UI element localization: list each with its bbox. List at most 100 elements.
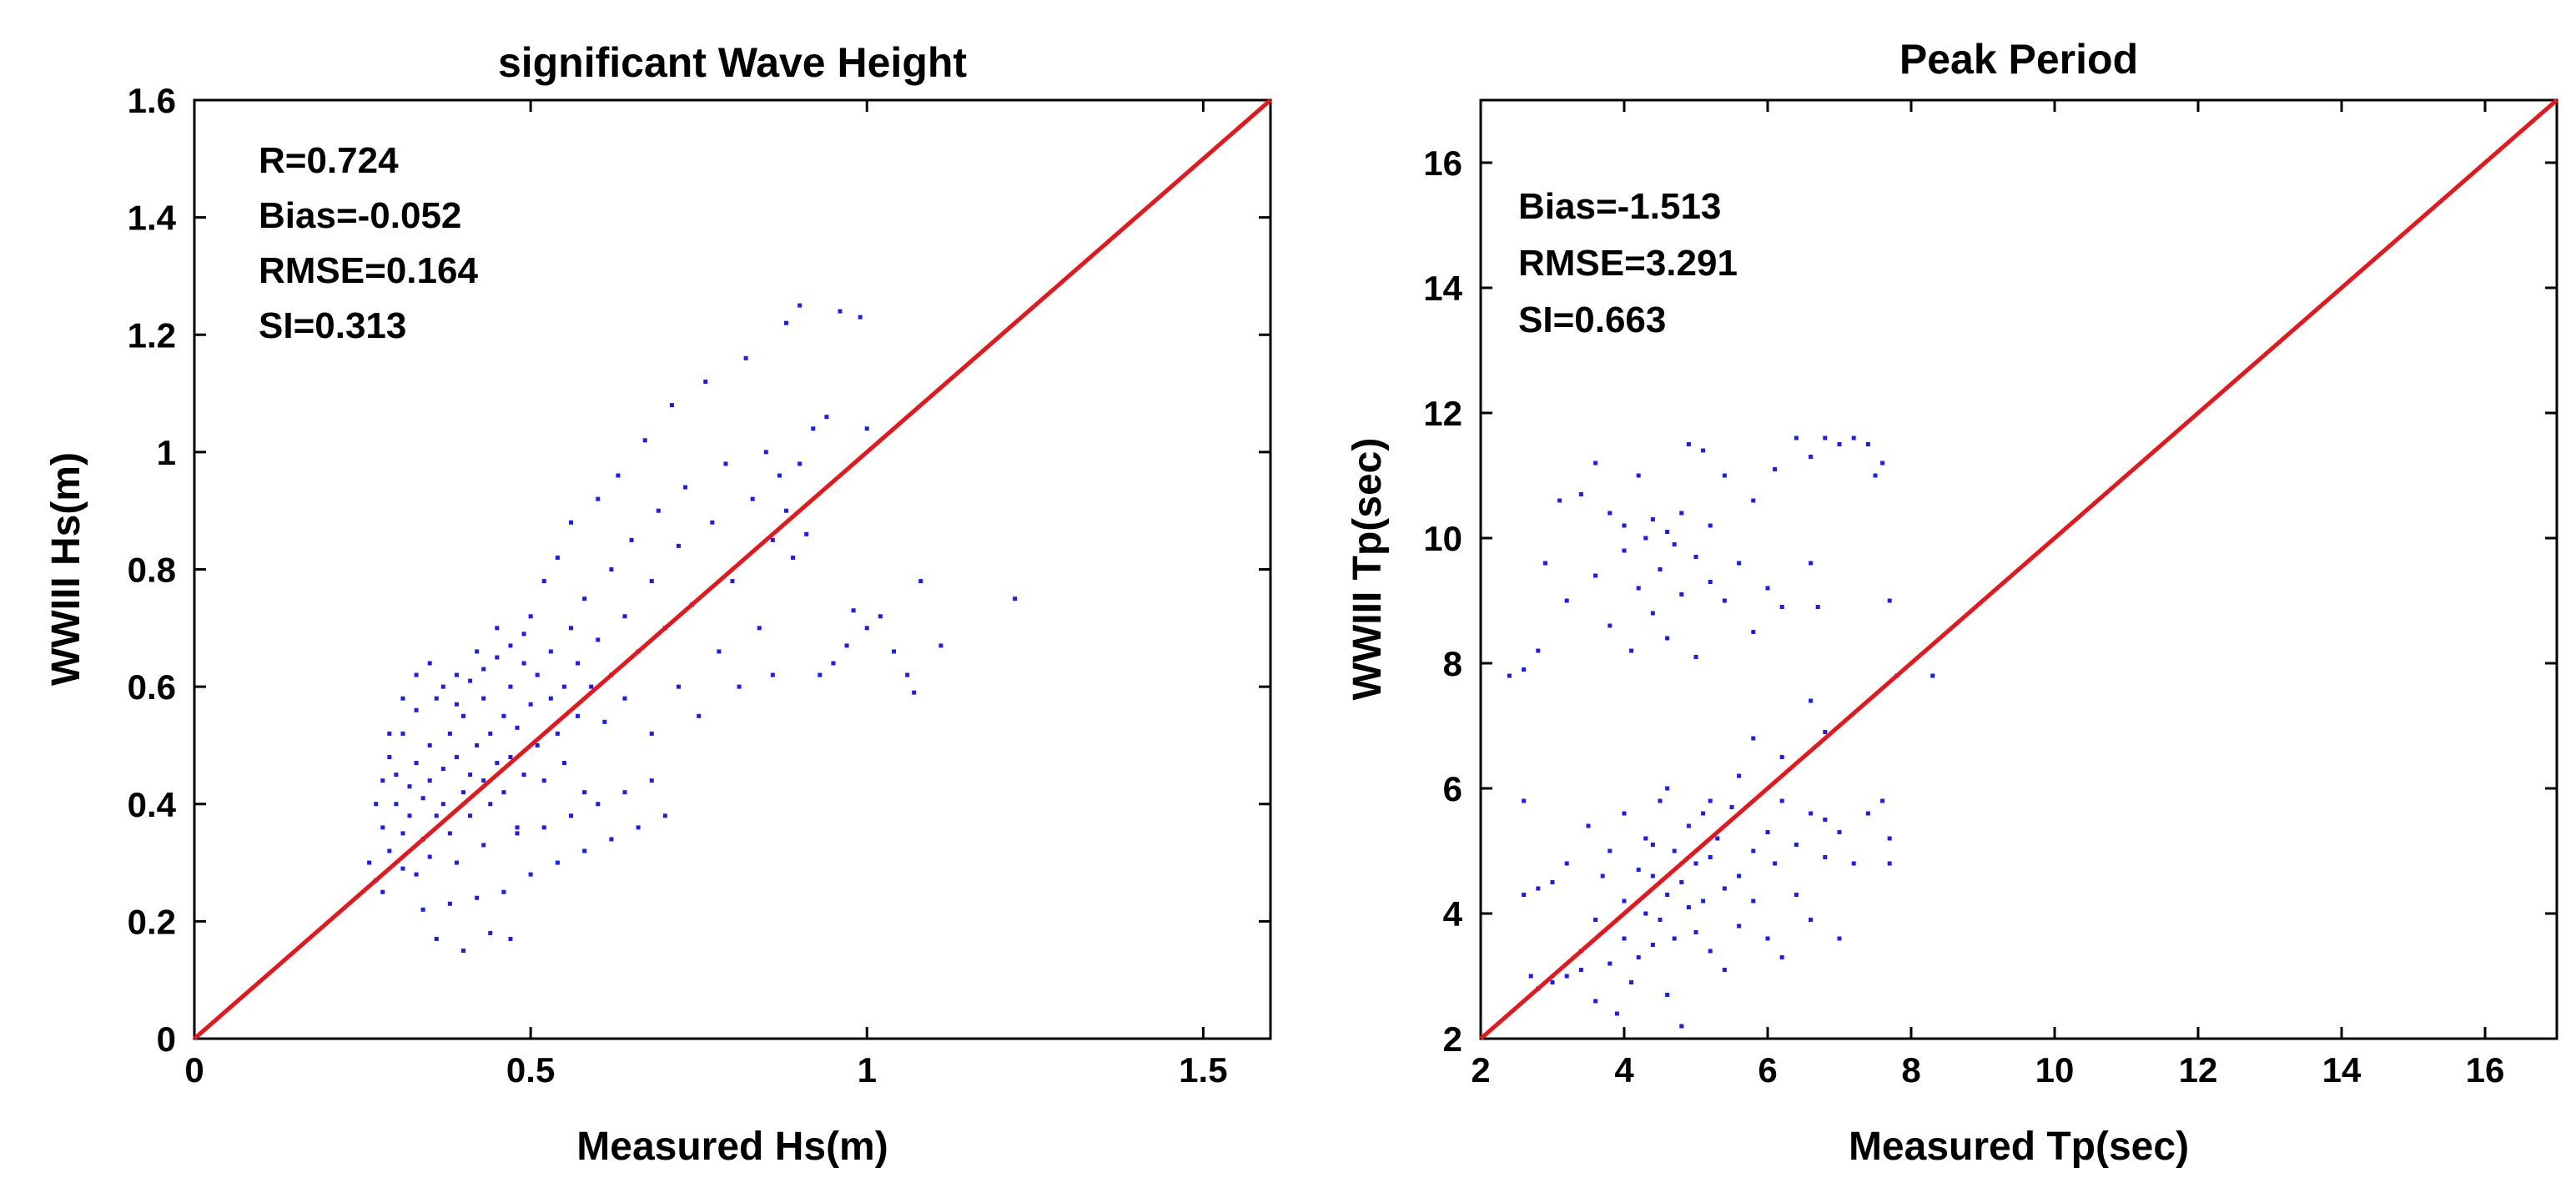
scatter-point [481, 696, 486, 701]
scatter-point [569, 626, 573, 631]
scatter-point [763, 450, 768, 455]
x-ticks: 0 0.5 1 1.5 [184, 100, 1228, 1090]
scatter-point [488, 802, 493, 807]
scatter-point [1629, 980, 1634, 984]
scatter-point [440, 767, 445, 772]
scatter-point [461, 790, 465, 795]
scatter-point [1809, 918, 1814, 922]
scatter-point [1751, 848, 1756, 853]
scatter-point [669, 403, 674, 408]
scatter-point [864, 426, 869, 431]
scatter-point [528, 614, 533, 619]
scatter-point [1722, 886, 1727, 891]
y-tick-label: 1.2 [128, 315, 176, 355]
scatter-point [454, 755, 459, 759]
scatter-point [400, 831, 405, 836]
y-tick-label: 1.4 [128, 199, 177, 238]
x-tick-label: 10 [2035, 1050, 2075, 1090]
scatter-point [1693, 555, 1698, 559]
scatter-point [1701, 899, 1706, 904]
scatter-point [475, 649, 480, 654]
scatter-point [649, 778, 654, 783]
scatter-point [723, 461, 728, 466]
scatter-point [791, 555, 796, 560]
scatter-point [1773, 861, 1778, 866]
y-tick-label: 8 [1443, 644, 1462, 683]
scatter-point [1779, 755, 1784, 759]
scatter-point [447, 731, 452, 736]
scatter-point [1686, 442, 1691, 446]
scatter-point [1880, 798, 1885, 803]
scatter-point [649, 731, 654, 736]
y-tick-label: 6 [1443, 769, 1462, 808]
scatter-point [555, 731, 560, 736]
scatter-point [501, 713, 506, 718]
scatter-point [804, 531, 809, 536]
scatter-point [548, 696, 553, 701]
scatter-point [468, 678, 473, 683]
scatter-point [1665, 893, 1670, 897]
scatter-point [1542, 561, 1547, 566]
y-ticks: 0 0.2 0.4 0.6 0.8 1 1.2 1.4 1.6 [128, 81, 1270, 1059]
x-ticks: 2 4 6 8 10 12 14 16 [1471, 100, 2504, 1090]
scatter-point [1550, 980, 1555, 984]
stat-si: SI=0.663 [1518, 300, 1666, 340]
scatter-point [1658, 918, 1663, 922]
scatter-point [461, 713, 465, 718]
scatter-point [851, 608, 856, 613]
scatter-point [1600, 873, 1605, 878]
chart-title: Peak Period [1899, 36, 2138, 83]
scatter-point [1650, 517, 1655, 521]
scatter-point [501, 790, 506, 795]
scatter-point [400, 866, 405, 871]
scatter-point [737, 684, 742, 689]
scatter-point [528, 872, 533, 877]
scatter-point [427, 742, 432, 748]
scatter-point [400, 731, 405, 736]
scatter-point [1837, 442, 1842, 446]
scatter-point [454, 860, 459, 865]
scatter-point [892, 649, 896, 654]
scatter-point [515, 831, 520, 836]
scatter-point [1622, 548, 1627, 553]
scatter-point [427, 661, 432, 666]
scatter-point [750, 496, 755, 501]
scatter-point [447, 831, 452, 836]
scatter-point [864, 626, 869, 631]
scatter-point [1887, 836, 1892, 841]
scatter-point [1701, 811, 1706, 816]
x-tick-label: 12 [2179, 1050, 2218, 1090]
panel-wave-height: significant Wave Height Measured Hs(m) W… [44, 39, 1272, 1169]
scatter-point [743, 355, 748, 360]
scatter-point [662, 813, 667, 818]
scatter-point [905, 672, 910, 677]
scatter-point [596, 802, 601, 807]
scatter-point [1773, 467, 1778, 471]
scatter-point [938, 643, 943, 648]
scatter-point [569, 813, 573, 818]
scatter-point [1528, 974, 1533, 979]
scatter-point [427, 778, 432, 783]
scatter-point [1636, 586, 1641, 591]
y-tick-label: 4 [1443, 894, 1463, 934]
scatter-point [569, 520, 573, 525]
scatter-point [596, 637, 601, 642]
scatter-point [1686, 905, 1691, 909]
scatter-point [582, 790, 587, 795]
scatter-point [622, 696, 627, 701]
stat-bias: Bias=-1.513 [1518, 186, 1721, 227]
scatter-point [1679, 1024, 1684, 1029]
scatter-point [475, 895, 480, 900]
scatter-point [757, 626, 762, 631]
scatter-point [1650, 843, 1655, 847]
scatter-point [414, 672, 419, 677]
scatter-point [434, 936, 439, 941]
scatter-point [548, 649, 553, 654]
scatter-point [515, 725, 520, 730]
y-tick-label: 12 [1423, 394, 1462, 433]
scatter-point [387, 848, 392, 853]
scatter-point [555, 860, 560, 865]
scatter-point [1779, 798, 1784, 803]
scatter-point [1751, 899, 1756, 904]
